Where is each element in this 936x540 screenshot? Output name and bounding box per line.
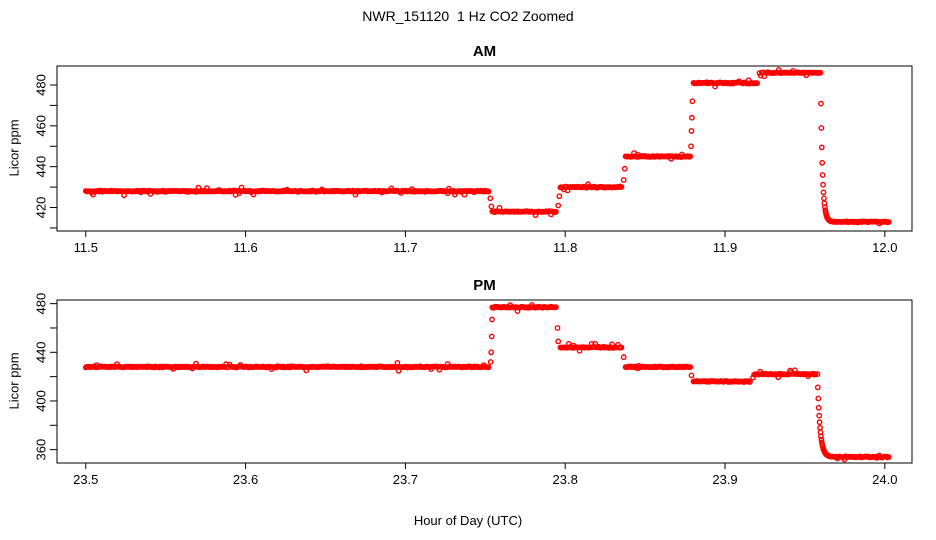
x-tick-label: 11.8 [553,240,577,255]
y-tick-label: 480 [34,74,49,96]
data-point [553,304,559,311]
data-point [489,316,495,323]
data-point [820,189,827,196]
data-point [885,219,892,225]
data-point [816,419,823,426]
pm-plot-box [56,299,913,464]
data-point [485,188,492,195]
x-tick-label: 11.7 [393,240,417,255]
data-point [812,371,819,377]
pm-axes: 23.5 23.6 23.7 23.8 23.9 24.0 360 400 440 480 [34,293,913,487]
data-point [555,338,562,345]
data-point [488,333,495,340]
data-point [554,325,561,331]
data-point [485,364,492,371]
y-tick-label: 400 [34,390,49,412]
data-point [818,144,825,151]
data-point [688,143,694,150]
pm-data-series [82,301,892,463]
data-point [821,195,827,202]
data-point [688,372,695,379]
am-plot-title: AM [472,43,497,60]
data-point [820,181,826,188]
data-point [815,395,822,402]
x-tick-label: 24.0 [872,472,897,487]
data-point [815,404,822,411]
am-data-series [82,67,892,227]
data-point [689,98,696,105]
data-point [689,114,695,121]
am-plot-box [56,65,913,232]
x-tick-label: 12.0 [872,240,897,255]
main-title: NWR_151120 1 Hz CO2 Zoomed [362,8,574,24]
x-tick-label: 23.5 [73,472,98,487]
data-point [555,202,562,209]
data-point [816,412,823,419]
data-point [822,204,828,211]
x-tick-label: 23.8 [553,472,578,487]
y-tick-label: 460 [34,115,49,137]
x-tick-label: 23.7 [393,472,418,487]
am-axes: 11.5 11.6 11.7 11.8 11.9 12.0 420 440 460 480 [34,65,913,255]
data-point [885,454,892,460]
data-point [487,359,494,365]
data-point [620,354,627,361]
data-point [829,453,835,460]
data-point [818,436,825,443]
x-tick-label: 23.6 [233,472,258,487]
pm-plot-title: PM [473,277,496,294]
data-point [620,176,627,183]
data-point [556,193,563,200]
data-point [687,153,694,160]
data-point [817,69,824,76]
data-point [818,433,824,440]
data-point [818,125,825,131]
x-tick-label: 11.9 [713,240,737,255]
data-point [819,172,826,178]
data-point [830,218,836,225]
data-point [618,184,625,190]
data-point [487,195,494,202]
y-tick-label: 440 [34,341,49,363]
data-point [621,165,628,172]
data-point [394,359,401,366]
data-point [618,344,625,351]
y-tick-label: 420 [34,197,49,219]
x-tick-label: 23.9 [712,472,737,487]
data-point [818,100,824,107]
data-point [814,384,821,391]
data-point [488,349,495,356]
x-tick-label: 11.6 [233,240,257,255]
data-point [817,424,823,431]
data-point [754,80,760,87]
data-point [819,159,826,166]
data-point [814,371,821,378]
data-point [687,364,694,370]
data-point [747,379,753,385]
data-point [688,127,695,134]
y-tick-label: 440 [34,156,49,178]
y-tick-label: 360 [34,439,49,461]
y-tick-label: 480 [34,293,49,315]
data-point [553,208,559,215]
x-axis-label: Hour of Day (UTC) [413,513,523,528]
x-tick-label: 11.5 [74,240,98,255]
data-point [488,203,495,210]
